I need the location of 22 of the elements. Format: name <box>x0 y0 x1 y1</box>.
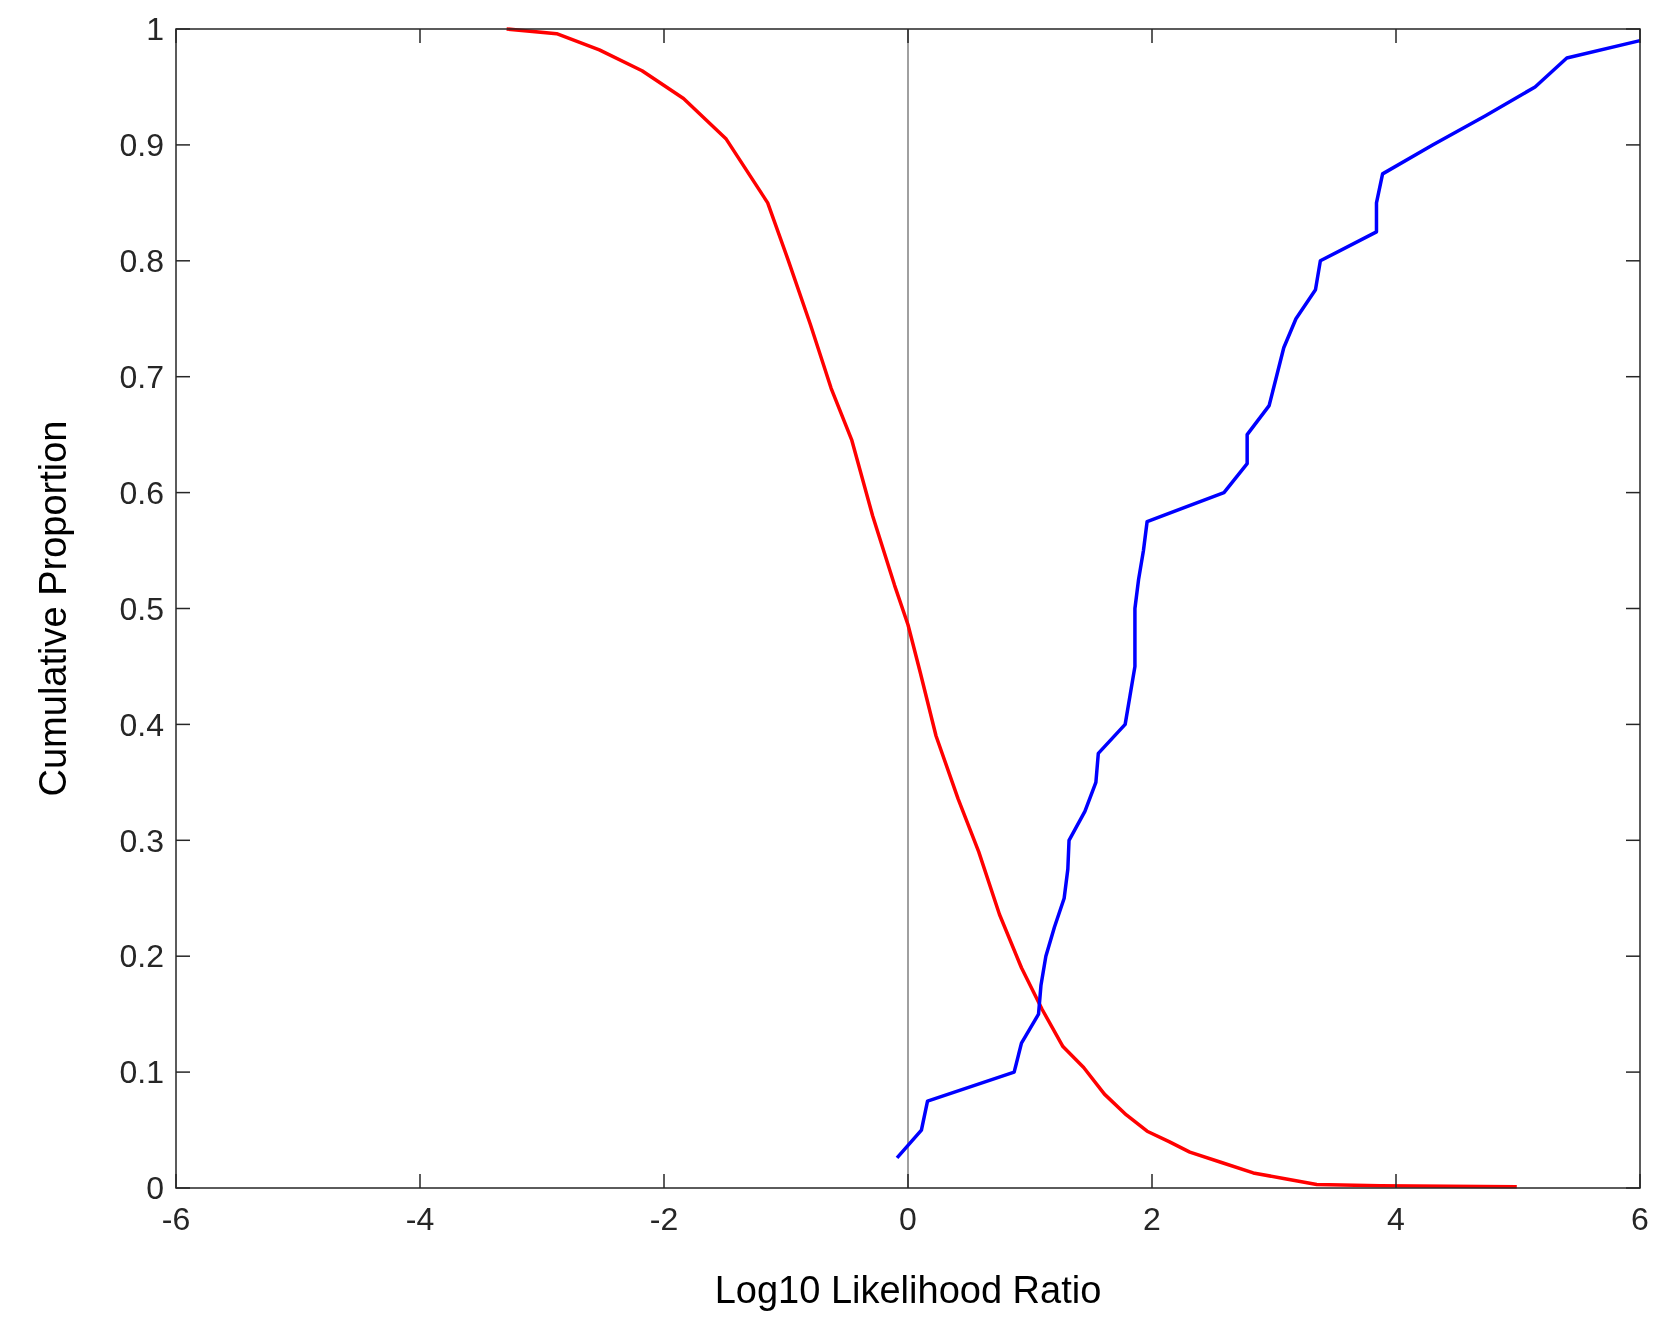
y-tick-label: 0.1 <box>119 1054 164 1091</box>
x-tick-label: -2 <box>649 1201 679 1237</box>
y-tick-label: 0.2 <box>119 938 164 975</box>
line-series <box>895 38 1642 1160</box>
y-tick-label: 0.5 <box>119 590 164 627</box>
x-axis-title: Log10 Likelihood Ratio <box>714 1269 1102 1311</box>
y-tick-label: 0 <box>146 1170 164 1207</box>
x-tick-label: 2 <box>1143 1201 1161 1237</box>
x-tick-label: 4 <box>1387 1201 1405 1237</box>
line-series <box>504 27 1519 1189</box>
y-tick-label: 0.9 <box>119 127 164 164</box>
y-tick-label: 0.3 <box>119 822 164 859</box>
x-tick-label: 6 <box>1631 1201 1649 1237</box>
x-tick-label: 0 <box>899 1201 917 1237</box>
x-tick-label: -6 <box>161 1201 191 1237</box>
y-axis-title: Cumulative Proportion <box>32 420 74 797</box>
x-tick-label: -4 <box>405 1201 435 1237</box>
y-tick-label: 0.6 <box>119 474 164 511</box>
y-tick-label: 0.4 <box>119 706 164 743</box>
y-tick-label: 1 <box>146 11 164 48</box>
y-tick-label: 0.8 <box>119 243 164 279</box>
y-tick-label: 0.7 <box>119 358 164 395</box>
